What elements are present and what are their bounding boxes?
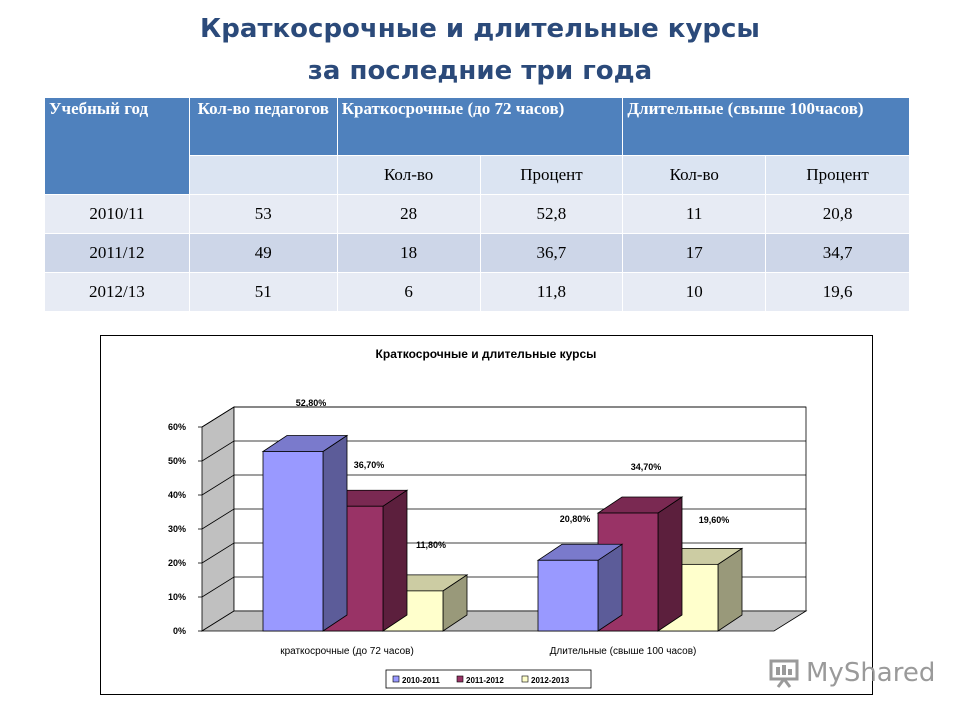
bar bbox=[261, 434, 349, 632]
table-row: 2010/11 53 28 52,8 11 20,8 bbox=[44, 194, 910, 234]
table-row: 2011/12 49 18 36,7 17 34,7 bbox=[44, 233, 910, 273]
legend-label: 2011-2012 bbox=[466, 676, 504, 685]
y-tick-label: 30% bbox=[168, 524, 186, 534]
subheader-long-percent: Процент bbox=[765, 155, 910, 195]
watermark: MyShared bbox=[768, 655, 935, 695]
y-tick-label: 0% bbox=[173, 626, 186, 636]
legend-label: 2012-2013 bbox=[531, 676, 570, 685]
legend-swatch bbox=[521, 675, 529, 683]
bar-side bbox=[657, 496, 683, 632]
cell-short-count: 6 bbox=[336, 272, 481, 312]
bar-side bbox=[322, 434, 348, 632]
x-category-label: краткосрочные (до 72 часов) bbox=[280, 646, 414, 657]
gridline bbox=[201, 474, 806, 496]
courses-table: Учебный год Кол-во педагогов Краткосрочн… bbox=[44, 97, 910, 312]
bar bbox=[536, 543, 624, 632]
bar-side bbox=[382, 489, 408, 632]
cell-short-percent: 36,7 bbox=[479, 233, 624, 273]
data-label: 20,80% bbox=[560, 514, 591, 524]
y-tick-label: 20% bbox=[168, 558, 186, 568]
data-label: 52,80% bbox=[296, 398, 327, 408]
y-tick-label: 40% bbox=[168, 490, 186, 500]
bar-front bbox=[537, 559, 599, 632]
y-tick-label: 50% bbox=[168, 456, 186, 466]
header-long-courses: Длительные (свыше 100часов) bbox=[622, 97, 910, 156]
data-label: 19,60% bbox=[699, 515, 730, 525]
cell-year: 2012/13 bbox=[44, 272, 190, 312]
cell-short-count: 28 bbox=[336, 194, 481, 234]
legend-swatch bbox=[456, 675, 464, 683]
cell-year: 2011/12 bbox=[44, 233, 190, 273]
legend-box bbox=[385, 669, 592, 689]
page-title: Краткосрочные и длительные курсы за посл… bbox=[0, 8, 960, 92]
legend-swatch bbox=[392, 675, 400, 683]
gridline bbox=[201, 406, 806, 428]
data-label: 34,70% bbox=[631, 462, 662, 472]
y-tick-label: 60% bbox=[168, 422, 186, 432]
cell-long-count: 10 bbox=[622, 272, 767, 312]
bar-chart: Краткосрочные и длительные курсы 0% 10% 20%… bbox=[168, 347, 808, 689]
x-category-label: Длительные (свыше 100 часов) bbox=[550, 646, 697, 657]
cell-teachers: 49 bbox=[188, 233, 338, 273]
data-label: 11,80% bbox=[416, 540, 446, 550]
cell-long-count: 17 bbox=[622, 233, 767, 273]
cell-long-percent: 19,6 bbox=[765, 272, 910, 312]
header-teachers: Кол-во педагогов bbox=[188, 97, 338, 156]
subheader-long-count: Кол-во bbox=[622, 155, 767, 195]
subheader-short-count: Кол-во bbox=[336, 155, 481, 195]
table-row: 2012/13 51 6 11,8 10 19,6 bbox=[44, 272, 910, 312]
subheader-short-percent: Процент bbox=[479, 155, 624, 195]
presentation-icon bbox=[769, 659, 799, 688]
cell-year: 2010/11 bbox=[44, 194, 190, 234]
y-tick-label: 10% bbox=[168, 592, 186, 602]
header-short-courses: Краткосрочные (до 72 часов) bbox=[336, 97, 624, 156]
title-line-1: Краткосрочные и длительные курсы bbox=[200, 14, 760, 44]
subheader-empty bbox=[188, 155, 338, 195]
cell-long-percent: 20,8 bbox=[765, 194, 910, 234]
chart-title: Краткосрочные и длительные курсы bbox=[376, 347, 597, 361]
cell-short-percent: 11,8 bbox=[479, 272, 624, 312]
gridline bbox=[201, 440, 806, 462]
chart-frame: Краткосрочные и длительные курсы 0% 10% 20%… bbox=[100, 335, 873, 695]
data-label: 36,70% bbox=[354, 460, 385, 470]
header-year: Учебный год bbox=[44, 97, 190, 195]
cell-long-count: 11 bbox=[622, 194, 767, 234]
cell-teachers: 51 bbox=[188, 272, 338, 312]
cell-short-percent: 52,8 bbox=[479, 194, 624, 234]
cell-short-count: 18 bbox=[336, 233, 481, 273]
cell-long-percent: 34,7 bbox=[765, 233, 910, 273]
cell-teachers: 53 bbox=[188, 194, 338, 234]
bar-front bbox=[262, 451, 324, 632]
legend-label: 2010-2011 bbox=[402, 676, 440, 685]
watermark-text: MyShared bbox=[806, 658, 936, 688]
title-line-2: за последние три года bbox=[307, 56, 653, 86]
